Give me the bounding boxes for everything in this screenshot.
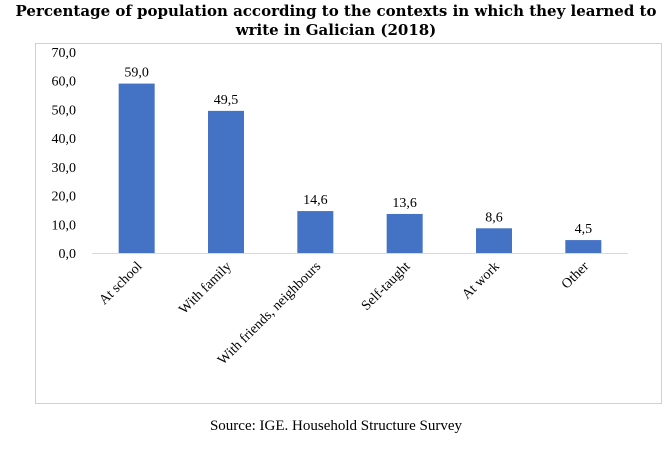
data-label: 8,6 [485,210,503,225]
y-tick-label: 70,0 [52,46,77,61]
x-category-label: With family [177,259,235,317]
y-tick-label: 10,0 [52,218,77,233]
data-label: 13,6 [392,196,417,211]
y-tick-label: 30,0 [52,161,77,176]
data-label: 4,5 [575,222,593,237]
data-label: 59,0 [124,66,149,81]
chart-title: Percentage of population according to th… [15,2,657,39]
x-category-label: Other [559,259,592,292]
data-label: 49,5 [214,93,239,108]
bar [118,83,155,253]
source-note: Source: IGE. Household Structure Survey [209,418,463,434]
data-label: 14,6 [303,193,328,208]
x-category-label: Self-taught [359,259,414,314]
bar [297,211,334,253]
y-tick-label: 50,0 [52,103,77,118]
x-category-label: At work [459,259,502,302]
x-category-label: At school [97,259,146,308]
bar [476,228,512,253]
y-tick-label: 60,0 [52,75,77,90]
bar [565,240,602,253]
y-tick-label: 0,0 [59,247,77,262]
bar [208,110,244,253]
x-category-label: With friends, neighbours [215,259,324,368]
chart-area [35,43,662,404]
y-tick-label: 40,0 [52,132,77,147]
y-tick-label: 20,0 [52,190,77,205]
bar [386,213,423,253]
